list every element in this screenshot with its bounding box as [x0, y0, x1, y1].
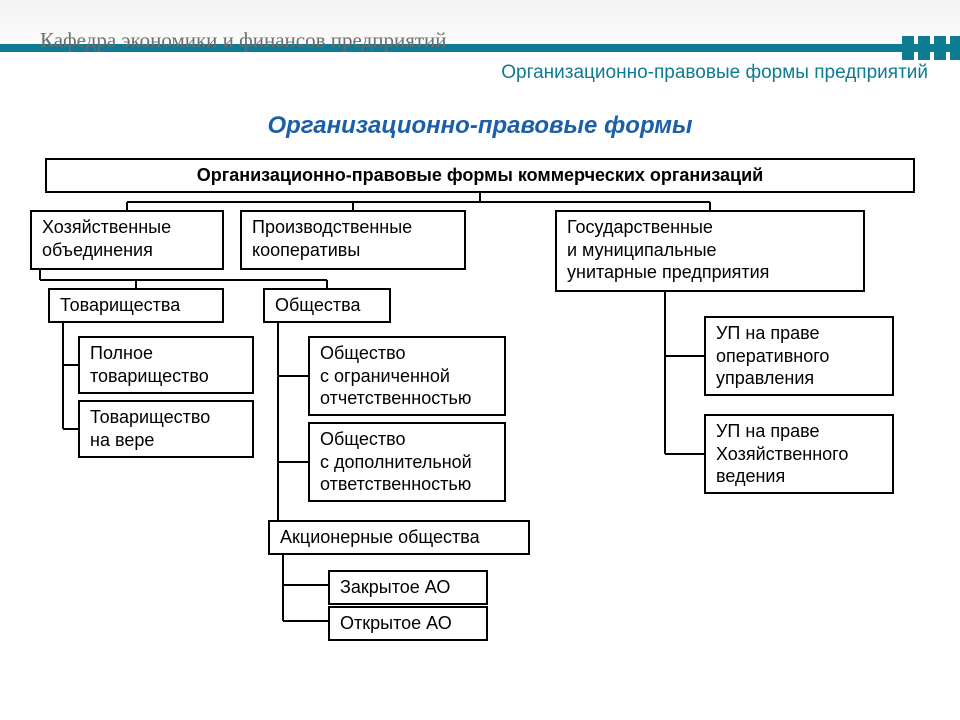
node-partn: Товарищества [48, 288, 224, 323]
node-biz: Хозяйственные объединения [30, 210, 224, 270]
node-ooo: Общество с ограниченной отчетственностью [308, 336, 506, 416]
slide-subtitle: Организационно-правовые формы предприяти… [501, 62, 928, 84]
node-root: Организационно-правовые формы коммерческ… [45, 158, 915, 193]
page-title: Организационно-правовые формы [0, 112, 960, 140]
node-faithp: Товарищество на вере [78, 400, 254, 458]
node-uphoz: УП на праве Хозяйственного ведения [704, 414, 894, 494]
node-oao: Открытое АО [328, 606, 488, 641]
slide-header: Кафедра экономики и финансов предприятий [0, 0, 960, 64]
node-ao: Акционерные общества [268, 520, 530, 555]
node-coop: Производственные кооперативы [240, 210, 466, 270]
node-state: Государственные и муниципальные унитарны… [555, 210, 865, 292]
node-upop: УП на праве оперативного управления [704, 316, 894, 396]
node-fullp: Полное товарищество [78, 336, 254, 394]
node-odo: Общество с дополнительной ответственност… [308, 422, 506, 502]
node-zao: Закрытое АО [328, 570, 488, 605]
node-soc: Общества [263, 288, 391, 323]
department-title: Кафедра экономики и финансов предприятий [40, 28, 447, 53]
